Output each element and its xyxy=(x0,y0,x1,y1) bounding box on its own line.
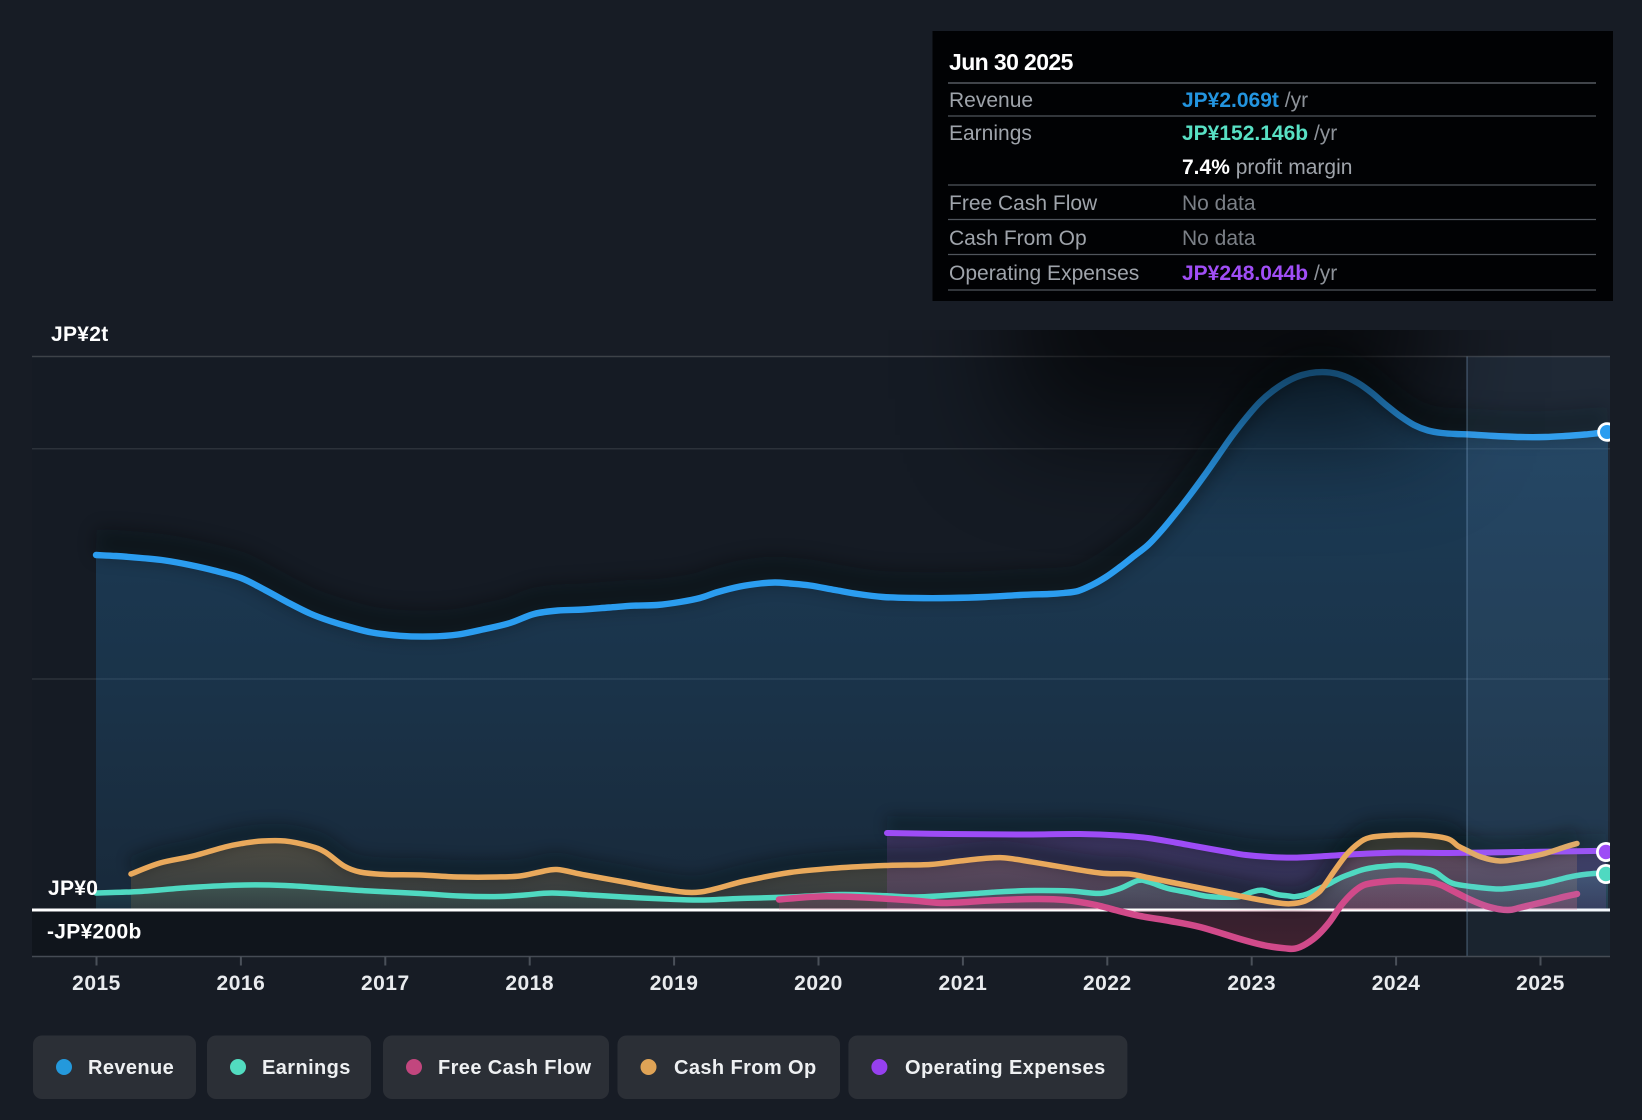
svg-text:No data: No data xyxy=(1182,192,1256,215)
svg-text:JP¥2t: JP¥2t xyxy=(51,323,109,346)
svg-text:Jun 30 2025: Jun 30 2025 xyxy=(949,49,1074,75)
svg-text:JP¥2.069t /yr: JP¥2.069t /yr xyxy=(1182,89,1308,112)
svg-text:2022: 2022 xyxy=(1083,972,1132,995)
svg-text:JP¥248.044b /yr: JP¥248.044b /yr xyxy=(1182,262,1337,285)
svg-text:2017: 2017 xyxy=(361,972,410,995)
svg-text:2018: 2018 xyxy=(505,972,554,995)
svg-text:2020: 2020 xyxy=(794,972,843,995)
svg-text:Revenue: Revenue xyxy=(949,89,1033,112)
svg-text:Operating Expenses: Operating Expenses xyxy=(905,1057,1106,1079)
svg-text:Operating Expenses: Operating Expenses xyxy=(949,262,1139,285)
svg-text:Free Cash Flow: Free Cash Flow xyxy=(949,192,1098,215)
svg-text:2021: 2021 xyxy=(939,972,988,995)
svg-text:Cash From Op: Cash From Op xyxy=(949,227,1087,250)
svg-text:Earnings: Earnings xyxy=(949,122,1032,145)
svg-text:2023: 2023 xyxy=(1227,972,1276,995)
svg-text:2019: 2019 xyxy=(650,972,699,995)
svg-text:No data: No data xyxy=(1182,227,1256,250)
svg-text:Cash From Op: Cash From Op xyxy=(674,1057,817,1079)
svg-text:-JP¥200b: -JP¥200b xyxy=(47,921,142,944)
svg-text:2025: 2025 xyxy=(1516,972,1565,995)
svg-text:JP¥0: JP¥0 xyxy=(48,877,98,900)
svg-text:2024: 2024 xyxy=(1372,972,1421,995)
svg-text:JP¥152.146b /yr: JP¥152.146b /yr xyxy=(1182,122,1337,145)
svg-text:Revenue: Revenue xyxy=(88,1057,174,1079)
svg-text:Free Cash Flow: Free Cash Flow xyxy=(438,1057,591,1079)
svg-text:Earnings: Earnings xyxy=(262,1057,351,1079)
svg-text:2016: 2016 xyxy=(217,972,266,995)
svg-text:2015: 2015 xyxy=(72,972,121,995)
svg-text:7.4% profit margin: 7.4% profit margin xyxy=(1182,156,1352,179)
